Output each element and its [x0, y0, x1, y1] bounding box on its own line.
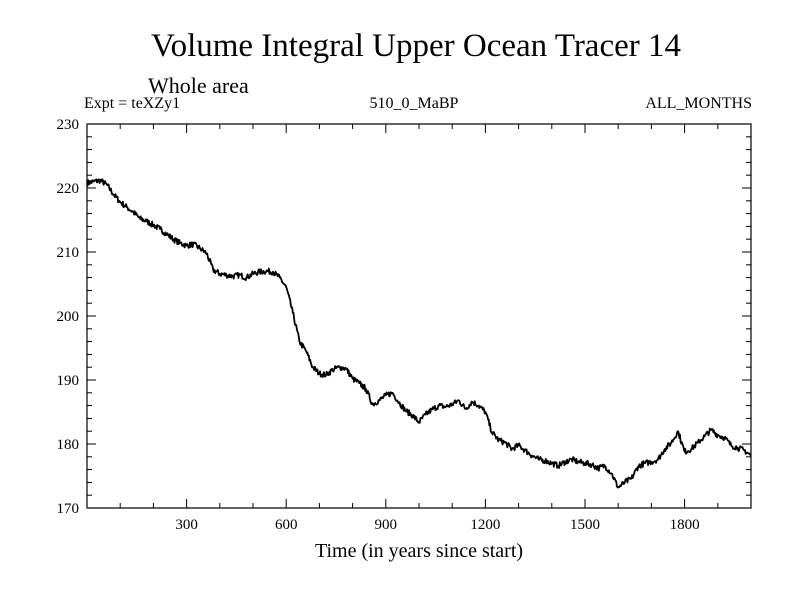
y-tick-label: 170	[57, 501, 80, 517]
months-label: ALL_MONTHS	[645, 95, 752, 112]
x-axis-label: Time (in years since start)	[315, 540, 523, 562]
x-tick-label: 1500	[570, 517, 600, 533]
experiment-label: Expt = teXZy1	[84, 95, 180, 112]
y-tick-label: 230	[57, 117, 80, 133]
series-line	[86, 178, 752, 489]
x-tick-label: 900	[375, 517, 398, 533]
y-axis: 170 180 190 200 210 220 230	[57, 117, 751, 517]
y-tick-label: 200	[57, 309, 80, 325]
y-tick-label: 220	[57, 181, 80, 197]
series-layer	[86, 178, 752, 489]
plot-frame	[86, 123, 752, 509]
x-tick-label: 600	[275, 517, 298, 533]
x-tick-label: 1200	[470, 517, 500, 533]
chart-subtitle: Whole area	[148, 73, 249, 98]
chart-title: Volume Integral Upper Ocean Tracer 14	[151, 28, 681, 64]
y-tick-label: 210	[57, 245, 80, 261]
x-tick-label: 300	[175, 517, 198, 533]
y-tick-label: 180	[57, 437, 80, 453]
y-tick-label: 190	[57, 373, 80, 389]
x-axis: 300 600 900 1200 1500 1800	[119, 124, 719, 533]
run-label: 510_0_MaBP	[370, 95, 459, 112]
x-tick-label: 1800	[670, 517, 700, 533]
